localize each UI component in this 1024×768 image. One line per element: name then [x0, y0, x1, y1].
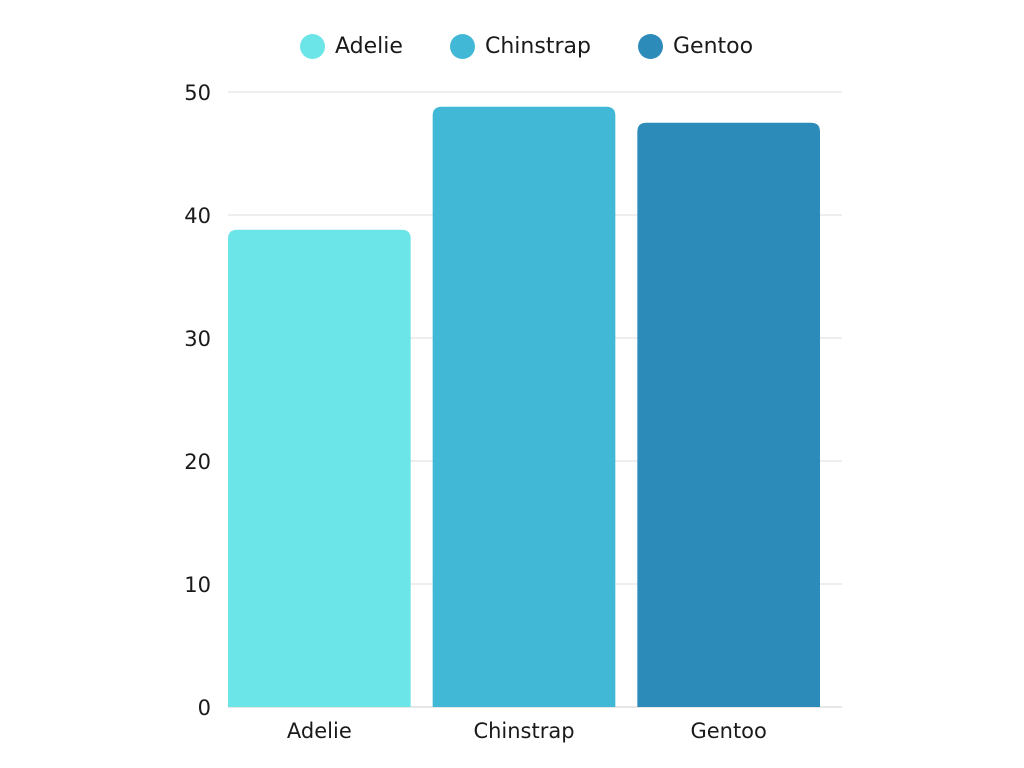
- axis-layer: 0 10 20 30 40 50 Adelie Chinstrap Gentoo: [184, 81, 767, 743]
- bar-gentoo[interactable]: [637, 122, 820, 707]
- legend-label-chinstrap: Chinstrap: [485, 33, 591, 59]
- x-tick-label-adelie: Adelie: [287, 719, 352, 743]
- x-tick-label-chinstrap: Chinstrap: [473, 719, 574, 743]
- y-tick-label: 0: [198, 696, 211, 720]
- legend-swatch-chinstrap: [450, 33, 475, 59]
- legend-label-adelie: Adelie: [335, 33, 403, 59]
- bar-layer: [228, 106, 820, 707]
- y-tick-label: 40: [184, 204, 211, 228]
- y-tick-label: 10: [184, 573, 211, 597]
- x-tick-label-gentoo: Gentoo: [690, 719, 766, 743]
- bar-adelie[interactable]: [228, 229, 411, 707]
- y-tick-label: 30: [184, 327, 211, 351]
- legend-item-chinstrap[interactable]: Chinstrap: [450, 28, 591, 64]
- legend-swatch-adelie: [300, 33, 325, 59]
- legend-label-gentoo: Gentoo: [673, 33, 754, 59]
- chart-legend: Adelie Chinstrap Gentoo: [0, 28, 1024, 64]
- legend-swatch-gentoo: [638, 33, 663, 59]
- y-tick-label: 50: [184, 81, 211, 105]
- y-tick-label: 20: [184, 450, 211, 474]
- bar-chinstrap[interactable]: [432, 106, 616, 707]
- legend-item-gentoo[interactable]: Gentoo: [638, 28, 753, 64]
- legend-item-adelie[interactable]: Adelie: [300, 28, 403, 64]
